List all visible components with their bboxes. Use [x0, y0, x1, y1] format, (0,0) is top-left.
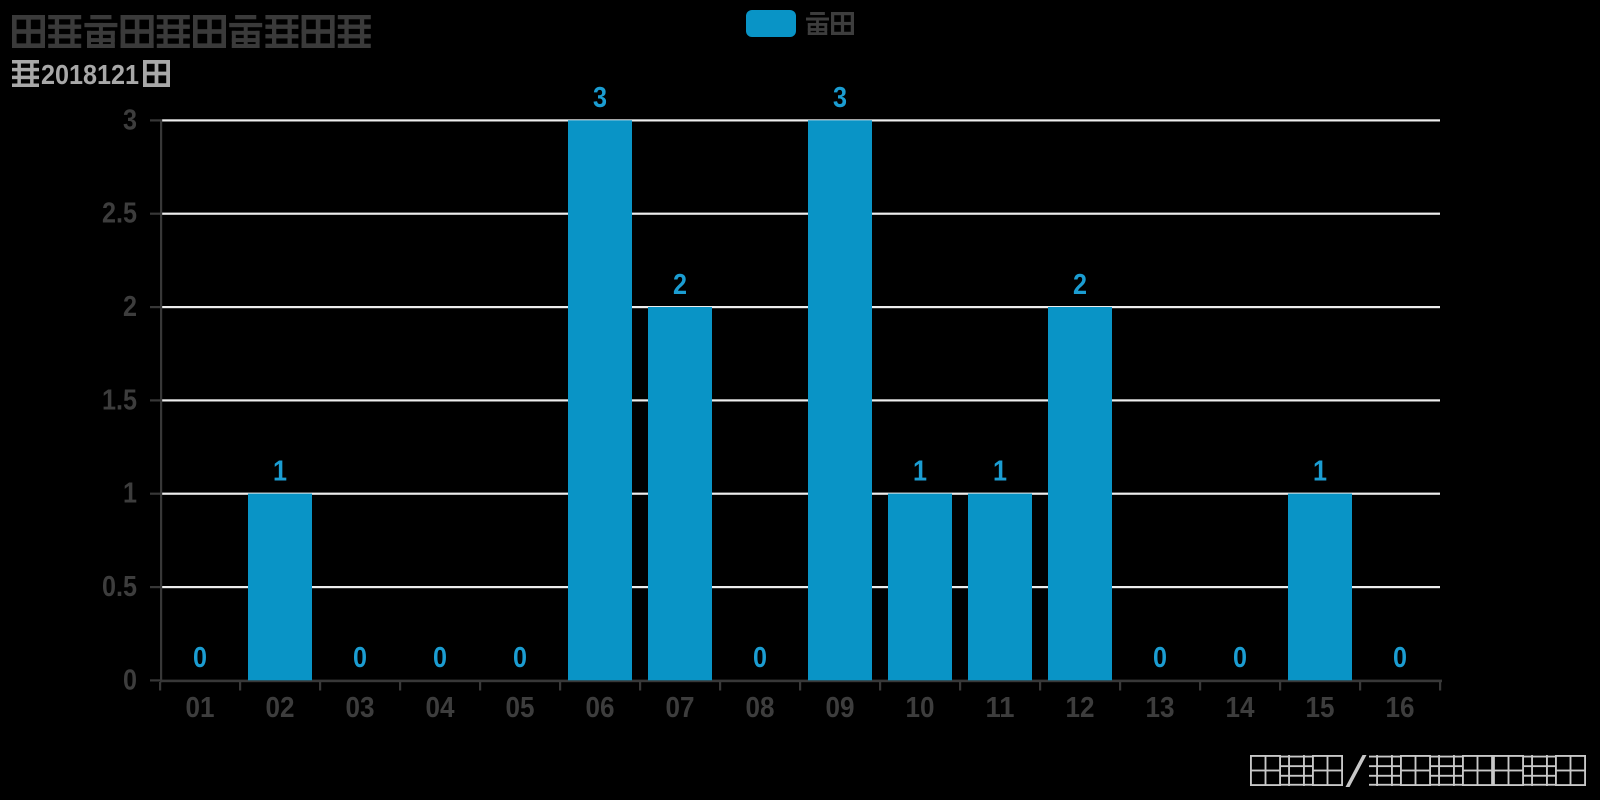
svg-text:1: 1 [913, 456, 927, 488]
svg-text:0: 0 [753, 642, 767, 674]
svg-text:0: 0 [123, 664, 137, 696]
svg-text:03: 03 [346, 692, 375, 724]
svg-text:14: 14 [1226, 692, 1255, 724]
svg-text:1: 1 [1313, 456, 1327, 488]
svg-text:11: 11 [986, 692, 1015, 724]
svg-text:0: 0 [193, 642, 207, 674]
svg-text:05: 05 [506, 692, 535, 724]
svg-text:0: 0 [513, 642, 527, 674]
svg-text:10: 10 [906, 692, 935, 724]
svg-text:0: 0 [1153, 642, 1167, 674]
svg-text:07: 07 [666, 692, 695, 724]
svg-text:0: 0 [1233, 642, 1247, 674]
svg-text:2.5: 2.5 [102, 198, 137, 230]
svg-text:2: 2 [123, 291, 137, 323]
svg-text:04: 04 [426, 692, 455, 724]
svg-text:0: 0 [1393, 642, 1407, 674]
svg-text:15: 15 [1306, 692, 1335, 724]
svg-text:0.5: 0.5 [102, 571, 137, 603]
svg-text:3: 3 [123, 104, 137, 136]
svg-text:0: 0 [433, 642, 447, 674]
svg-text:08: 08 [746, 692, 775, 724]
svg-text:02: 02 [266, 692, 295, 724]
svg-text:13: 13 [1146, 692, 1175, 724]
svg-text:1.5: 1.5 [102, 384, 137, 416]
svg-text:16: 16 [1386, 692, 1415, 724]
svg-text:2: 2 [1073, 269, 1087, 301]
svg-text:1: 1 [123, 478, 137, 510]
svg-text:2018121: 2018121 [41, 59, 139, 90]
svg-text:2: 2 [673, 269, 687, 301]
svg-text:06: 06 [586, 692, 615, 724]
svg-text:09: 09 [826, 692, 855, 724]
svg-text:3: 3 [833, 82, 847, 114]
svg-text:3: 3 [593, 82, 607, 114]
svg-text:1: 1 [993, 456, 1007, 488]
svg-text:12: 12 [1066, 692, 1095, 724]
svg-text:01: 01 [186, 692, 215, 724]
svg-text:1: 1 [273, 456, 287, 488]
svg-text:0: 0 [353, 642, 367, 674]
